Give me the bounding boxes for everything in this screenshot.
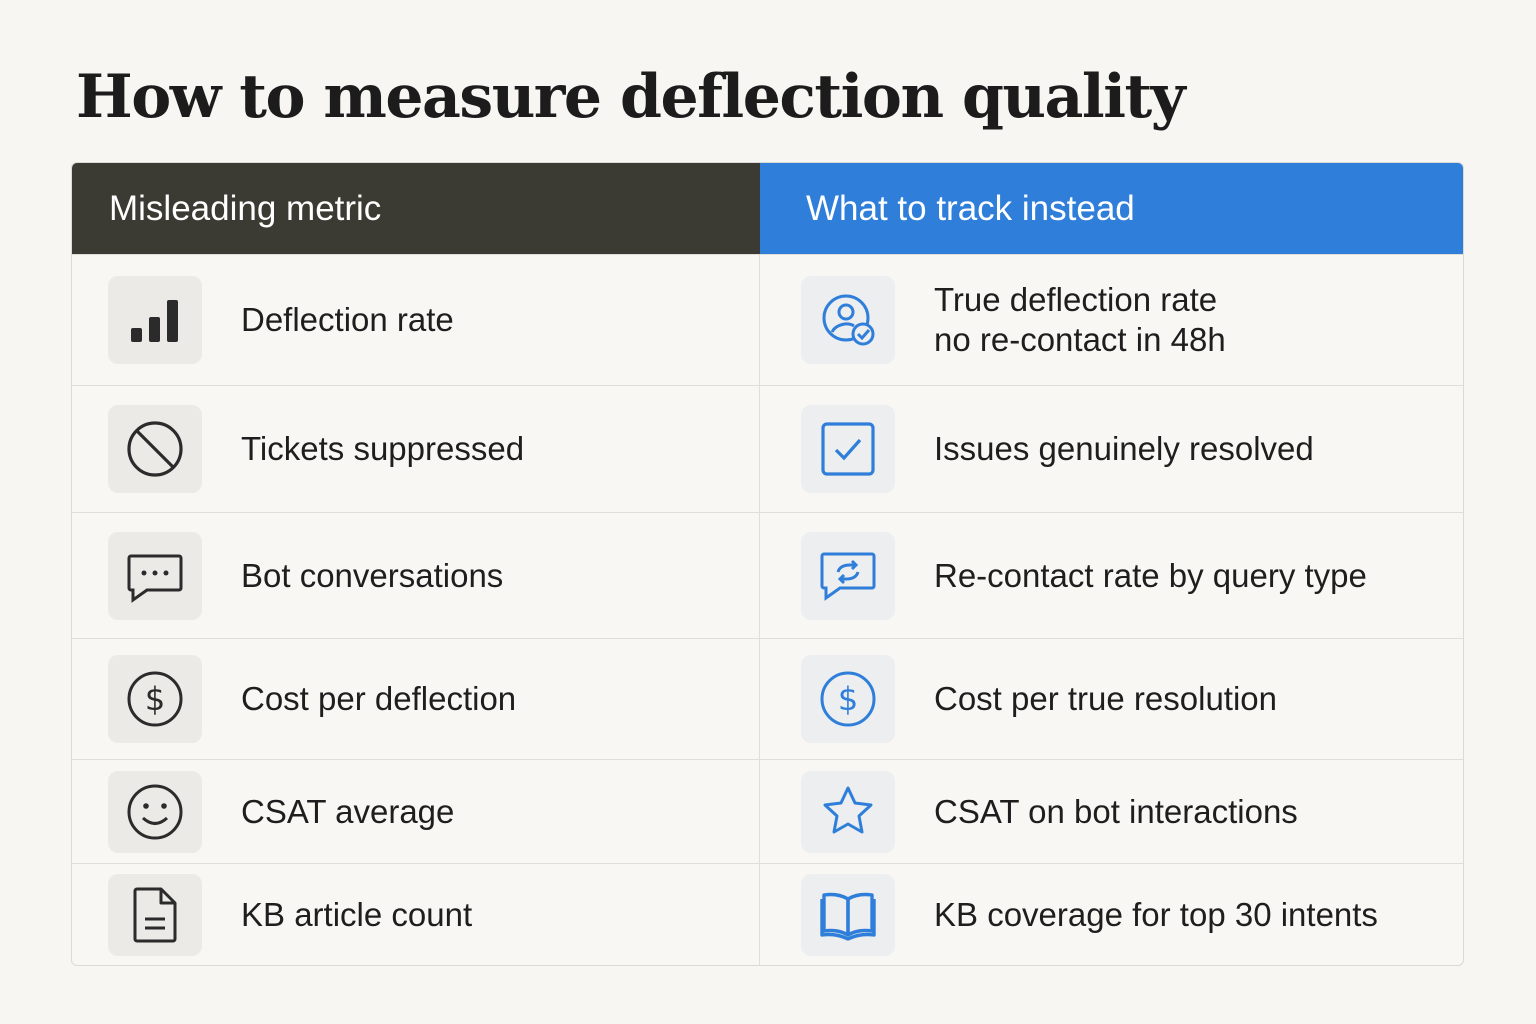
prohibited-icon — [108, 405, 202, 493]
misleading-cell: Bot conversations — [72, 513, 760, 638]
document-icon — [108, 874, 202, 956]
misleading-cell: KB article count — [72, 864, 760, 965]
metric-label: True deflection rate no re-contact in 48… — [934, 280, 1226, 360]
metric-label: Cost per deflection — [241, 680, 517, 717]
chat-bubble-icon — [108, 531, 202, 620]
header-track-instead: What to track instead — [760, 163, 1463, 254]
star-icon — [801, 770, 895, 853]
comparison-table: Misleading metric What to track instead … — [71, 162, 1464, 966]
dollar-circle-icon: $ — [801, 655, 895, 743]
dollar-circle-icon: $ — [108, 655, 202, 743]
metric-label: Deflection rate — [241, 301, 454, 338]
bar-chart-icon — [108, 276, 202, 364]
misleading-cell: $ Cost per deflection — [72, 639, 760, 759]
metric-label: KB coverage for top 30 intents — [934, 896, 1378, 933]
misleading-cell: Deflection rate — [72, 255, 760, 385]
user-check-icon — [801, 276, 895, 364]
metric-label: KB article count — [241, 896, 473, 933]
metric-label: Re-contact rate by query type — [934, 556, 1367, 594]
table-row: Deflection rate True deflection rate no … — [72, 254, 1463, 385]
instead-cell: $ Cost per true resolution — [760, 639, 1463, 759]
header-misleading-metric: Misleading metric — [72, 163, 760, 254]
metric-label: Issues genuinely resolved — [934, 430, 1314, 467]
table-row: KB article count KB coverage for top 30 … — [72, 863, 1463, 965]
misleading-cell: Tickets suppressed — [72, 386, 760, 512]
table-row: Bot conversations Re-contact rate by que… — [72, 512, 1463, 638]
instead-cell: Re-contact rate by query type — [760, 513, 1463, 638]
smiley-icon — [108, 770, 202, 853]
metric-label: Tickets suppressed — [241, 430, 525, 467]
instead-cell: True deflection rate no re-contact in 48… — [760, 255, 1463, 385]
instead-cell: Issues genuinely resolved — [760, 386, 1463, 512]
table-header: Misleading metric What to track instead — [72, 163, 1463, 254]
svg-text:$: $ — [145, 680, 165, 718]
misleading-cell: CSAT average — [72, 760, 760, 863]
chat-repeat-icon — [801, 531, 895, 620]
instead-cell: CSAT on bot interactions — [760, 760, 1463, 863]
metric-label-line2: no re-contact in 48h — [934, 321, 1226, 358]
instead-cell: KB coverage for top 30 intents — [760, 864, 1463, 965]
table-row: $ Cost per deflection $ Cost per true re… — [72, 638, 1463, 759]
metric-label-line1: True deflection rate — [934, 281, 1218, 318]
metric-label: CSAT on bot interactions — [934, 792, 1298, 830]
page-title: How to measure deflection quality — [76, 62, 1186, 132]
table-row: Tickets suppressed Issues genuinely reso… — [72, 385, 1463, 512]
open-book-icon — [801, 874, 895, 956]
metric-label: Bot conversations — [241, 556, 504, 594]
svg-text:$: $ — [838, 680, 858, 718]
table-row: CSAT average CSAT on bot interactions — [72, 759, 1463, 863]
checkbox-icon — [801, 405, 895, 493]
metric-label: Cost per true resolution — [934, 680, 1278, 717]
metric-label: CSAT average — [241, 792, 455, 830]
